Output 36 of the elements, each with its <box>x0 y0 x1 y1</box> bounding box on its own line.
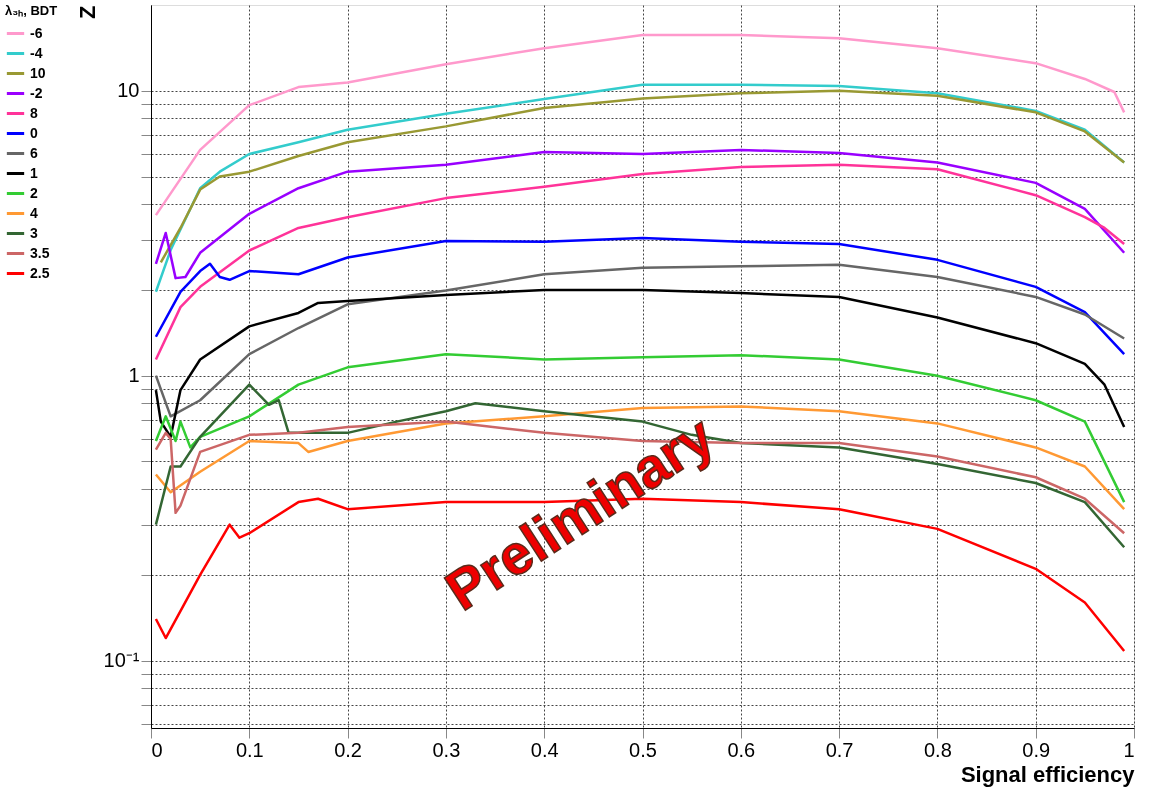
legend-label: 0 <box>30 124 38 141</box>
legend-label: -6 <box>30 24 43 41</box>
x-tick-label: 0.7 <box>825 738 854 761</box>
line-series <box>154 148 1126 280</box>
x-tick-label: 0.4 <box>530 738 559 761</box>
y-tick-label: 1 <box>128 364 140 387</box>
x-tick-label: 0.2 <box>334 738 363 761</box>
x-axis-title: Signal efficiency <box>960 761 1136 787</box>
line-series <box>154 263 1126 418</box>
x-tick-label: 0.5 <box>629 738 657 761</box>
legend-label: -2 <box>30 84 43 101</box>
legend-label: 2 <box>30 184 38 201</box>
y-tick-label: 10⁻¹ <box>103 649 140 672</box>
line-series <box>154 163 1126 361</box>
x-tick-label: 1 <box>1123 738 1135 761</box>
line-series <box>154 33 1126 217</box>
legend-label: 8 <box>30 104 38 121</box>
legend-label: 4 <box>30 204 38 221</box>
x-tick-label: 0 <box>151 738 163 761</box>
x-tick-label: 0.1 <box>235 738 264 761</box>
legend-label: 3.5 <box>30 244 50 261</box>
legend-title: λ₃ₕ, BDT <box>5 3 58 18</box>
legend-label: 2.5 <box>30 264 50 281</box>
legend-label: -4 <box>30 44 43 61</box>
line-series <box>159 89 1126 264</box>
legend-label: 10 <box>30 64 46 81</box>
x-tick-label: 0.3 <box>432 738 461 761</box>
x-tick-label: 0.8 <box>923 738 952 761</box>
legend-label: 1 <box>30 164 38 181</box>
y-axis-title: Z <box>74 5 100 19</box>
y-tick-label: 10 <box>117 79 140 102</box>
x-tick-label: 0.6 <box>727 738 756 761</box>
x-tick-label: 0.9 <box>1022 738 1051 761</box>
legend-label: 6 <box>30 144 38 161</box>
line-series <box>154 236 1126 356</box>
legend-label: 3 <box>30 224 38 241</box>
